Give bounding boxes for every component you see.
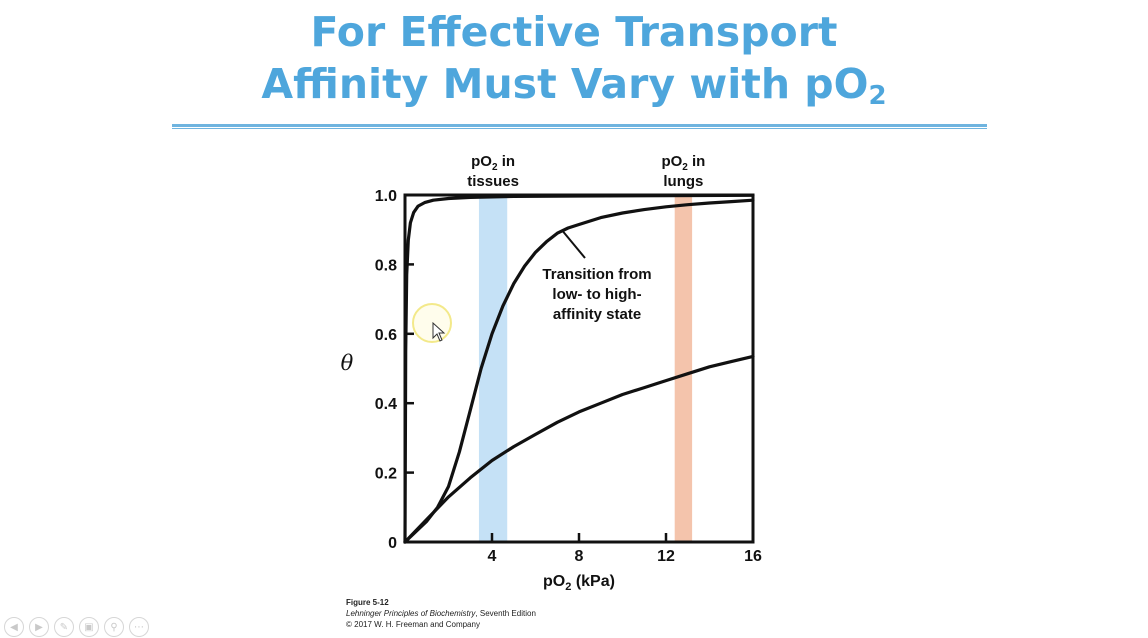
title-underline-thick xyxy=(172,124,987,127)
slides-icon[interactable]: ▣ xyxy=(79,617,99,637)
title-line-2-main: Affinity Must Vary with pO xyxy=(261,60,869,108)
x-axis-label-main: pO xyxy=(543,573,565,590)
slide-title: For Effective Transport Affinity Must Va… xyxy=(0,6,1148,122)
title-line-2: Affinity Must Vary with pO2 xyxy=(0,58,1148,122)
axes-layer xyxy=(403,193,755,544)
series-line-2 xyxy=(403,354,755,544)
cursor-highlight xyxy=(412,303,452,343)
band-label-main-0: pO xyxy=(471,153,492,170)
band-label-line2-1: lungs xyxy=(663,173,703,190)
pen-icon[interactable]: ✎ xyxy=(54,617,74,637)
band-label-rest-1: in xyxy=(688,153,706,170)
y-tick-label-3: 0.6 xyxy=(375,327,397,344)
x-tick-label-2: 8 xyxy=(575,548,584,565)
next-icon[interactable]: ▶ xyxy=(29,617,49,637)
band-label-line2-0: tissues xyxy=(467,173,519,190)
x-tick-label-3: 12 xyxy=(657,548,675,565)
band-label-rest-0: in xyxy=(498,153,516,170)
band-label-main-1: pO xyxy=(661,153,682,170)
series-line-1 xyxy=(403,198,755,544)
x-tick-label-1: 4 xyxy=(488,548,497,565)
y-tick-label-4: 0.8 xyxy=(375,257,397,274)
title-line-2-subscript: 2 xyxy=(868,81,887,111)
mouse-pointer-icon xyxy=(432,322,446,342)
band-label-sub-0: 2 xyxy=(492,162,498,173)
x-axis-label: pO2 (kPa) xyxy=(543,573,615,593)
band-label-sub-1: 2 xyxy=(682,162,688,173)
band-1 xyxy=(674,195,693,542)
prev-icon[interactable]: ◀ xyxy=(4,617,24,637)
more-icon[interactable]: ⋯ xyxy=(129,617,149,637)
annotation-line-0: Transition from xyxy=(542,266,651,283)
figure-copyright: © 2017 W. H. Freeman and Company xyxy=(346,620,480,629)
x-tick-label-4: 16 xyxy=(744,548,762,565)
annotation-line-1: low- to high- xyxy=(552,286,641,303)
y-tick-label-5: 1.0 xyxy=(375,188,397,205)
figure-caption: Figure 5-12 Lehninger Principles of Bioc… xyxy=(346,597,536,630)
book-edition: , Seventh Edition xyxy=(475,609,536,618)
figure-source: Lehninger Principles of Biochemistry, Se… xyxy=(346,608,536,619)
y-tick-label-1: 0.2 xyxy=(375,466,397,483)
bands-layer xyxy=(478,195,693,542)
annotation-leader xyxy=(560,229,586,259)
y-tick-label-2: 0.4 xyxy=(375,396,397,413)
y-tick-label-0: 0 xyxy=(388,535,397,552)
figure-number: Figure 5-12 xyxy=(346,598,389,607)
series-layer xyxy=(403,193,755,544)
annotation-line-2: affinity state xyxy=(553,306,641,323)
book-title: Lehninger Principles of Biochemistry xyxy=(346,609,476,618)
title-line-1: For Effective Transport xyxy=(310,8,838,56)
title-underline-thin xyxy=(172,128,987,129)
y-axis-label: θ xyxy=(341,351,354,375)
band-0 xyxy=(478,195,508,542)
zoom-icon[interactable]: ⚲ xyxy=(104,617,124,637)
x-axis-label-sub: 2 xyxy=(565,581,571,593)
slide-navigation: ◀ ▶ ✎ ▣ ⚲ ⋯ xyxy=(4,616,149,638)
x-axis-label-unit: (kPa) xyxy=(571,573,615,590)
band-label-line1-1: pO2 in xyxy=(661,153,705,173)
band-label-line1-0: pO2 in xyxy=(471,153,515,173)
